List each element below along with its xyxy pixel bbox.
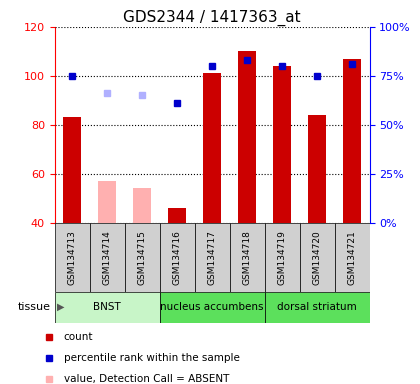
Text: nucleus accumbens: nucleus accumbens bbox=[160, 302, 264, 312]
Bar bbox=[168, 208, 186, 223]
Bar bbox=[344, 59, 361, 223]
Bar bbox=[63, 118, 81, 223]
Text: BNST: BNST bbox=[93, 302, 121, 312]
Bar bbox=[98, 181, 116, 223]
Text: GSM134713: GSM134713 bbox=[68, 230, 76, 285]
Text: GSM134718: GSM134718 bbox=[243, 230, 252, 285]
Text: count: count bbox=[64, 332, 93, 342]
Title: GDS2344 / 1417363_at: GDS2344 / 1417363_at bbox=[123, 9, 301, 25]
Text: tissue: tissue bbox=[17, 302, 50, 312]
Text: percentile rank within the sample: percentile rank within the sample bbox=[64, 353, 240, 363]
Text: value, Detection Call = ABSENT: value, Detection Call = ABSENT bbox=[64, 374, 229, 384]
Text: GSM134716: GSM134716 bbox=[173, 230, 181, 285]
Bar bbox=[335, 223, 370, 292]
Bar bbox=[125, 223, 160, 292]
Bar bbox=[273, 66, 291, 223]
Bar bbox=[265, 292, 370, 323]
Bar bbox=[230, 223, 265, 292]
Text: GSM134714: GSM134714 bbox=[102, 230, 112, 285]
Bar bbox=[308, 115, 326, 223]
Bar bbox=[134, 189, 151, 223]
Text: GSM134719: GSM134719 bbox=[278, 230, 286, 285]
Text: GSM134720: GSM134720 bbox=[312, 230, 322, 285]
Text: ▶: ▶ bbox=[57, 302, 64, 312]
Bar bbox=[55, 223, 89, 292]
Bar bbox=[203, 73, 221, 223]
Bar bbox=[239, 51, 256, 223]
Bar bbox=[265, 223, 299, 292]
Bar bbox=[160, 223, 194, 292]
Bar bbox=[89, 223, 125, 292]
Bar bbox=[299, 223, 335, 292]
Bar bbox=[194, 223, 230, 292]
Text: dorsal striatum: dorsal striatum bbox=[277, 302, 357, 312]
Bar bbox=[55, 292, 160, 323]
Bar bbox=[160, 292, 265, 323]
Text: GSM134715: GSM134715 bbox=[138, 230, 147, 285]
Text: GSM134721: GSM134721 bbox=[348, 230, 357, 285]
Text: GSM134717: GSM134717 bbox=[207, 230, 217, 285]
